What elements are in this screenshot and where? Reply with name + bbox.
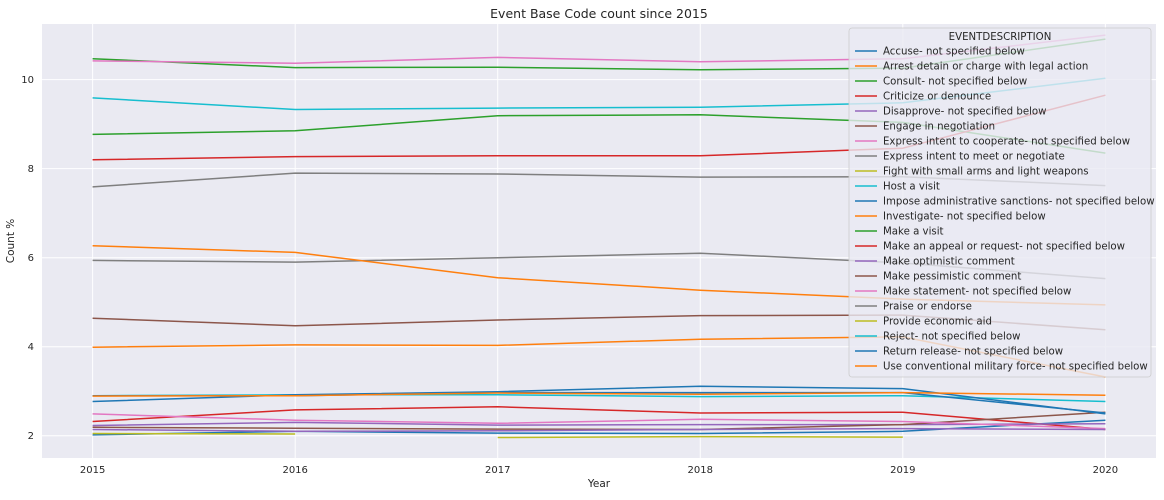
- legend: EVENTDESCRIPTION Accuse- not specified b…: [848, 27, 1155, 378]
- legend-item: Make statement- not specified below: [855, 287, 1071, 298]
- legend-label: Criticize or denounce: [883, 92, 991, 103]
- series-line: [92, 427, 1106, 433]
- legend-label: Use conventional military force- not spe…: [883, 362, 1148, 373]
- legend-label: Make pessimistic comment: [883, 272, 1021, 283]
- legend-item: Accuse- not specified below: [855, 47, 1025, 58]
- legend-item: Host a visit: [855, 182, 940, 193]
- legend-item: Reject- not specified below: [855, 332, 1020, 343]
- legend-title: EVENTDESCRIPTION: [949, 32, 1052, 43]
- legend-label: Make optimistic comment: [883, 257, 1015, 268]
- y-tick-label: 2: [28, 431, 34, 442]
- legend-items: Accuse- not specified below Arrest detain…: [855, 47, 1155, 373]
- x-tick-label: 2016: [282, 465, 307, 476]
- legend-label: Accuse- not specified below: [883, 47, 1025, 58]
- x-tick-labels: 2015 2016 2017 2018 2019 2020: [80, 465, 1118, 476]
- legend-label: Make statement- not specified below: [883, 287, 1071, 298]
- legend-label: Make an appeal or request- not specified…: [883, 242, 1125, 253]
- y-tick-label: 4: [28, 342, 34, 353]
- legend-label: Fight with small arms and light weapons: [883, 167, 1089, 178]
- y-tick-label: 6: [28, 253, 34, 264]
- legend-label: Express intent to cooperate- not specifi…: [883, 137, 1130, 148]
- legend-item: Praise or endorse: [855, 302, 972, 313]
- legend-item: Make a visit: [855, 227, 944, 238]
- legend-label: Return release- not specified below: [883, 347, 1063, 358]
- legend-item: Make an appeal or request- not specified…: [855, 242, 1125, 253]
- series-line: [92, 413, 1106, 430]
- legend-item: Arrest detain or charge with legal actio…: [855, 62, 1088, 73]
- y-tick-label: 10: [21, 75, 34, 86]
- legend-label: Impose administrative sanctions- not spe…: [883, 197, 1155, 208]
- x-tick-label: 2019: [890, 465, 915, 476]
- x-tick-label: 2020: [1093, 465, 1118, 476]
- legend-item: Fight with small arms and light weapons: [855, 167, 1089, 178]
- legend-item: Make pessimistic comment: [855, 272, 1021, 283]
- legend-label: Reject- not specified below: [883, 332, 1020, 343]
- series-line: [92, 391, 1106, 397]
- legend-label: Investigate- not specified below: [883, 212, 1046, 223]
- series-line: [497, 435, 903, 439]
- series-line: [92, 432, 296, 435]
- x-axis-label: Year: [587, 478, 611, 490]
- legend-label: Consult- not specified below: [883, 77, 1027, 88]
- legend-item: Criticize or denounce: [855, 92, 991, 103]
- legend-item: Provide economic aid: [855, 317, 992, 328]
- chart-title: Event Base Code count since 2015: [490, 6, 708, 21]
- x-tick-label: 2017: [485, 465, 510, 476]
- legend-item: Express intent to cooperate- not specifi…: [855, 137, 1130, 148]
- y-axis-label: Count %: [5, 219, 17, 264]
- legend-label: Engage in negotiation: [883, 122, 995, 133]
- legend-label: Arrest detain or charge with legal actio…: [883, 62, 1088, 73]
- legend-item: Impose administrative sanctions- not spe…: [855, 197, 1155, 208]
- legend-label: Praise or endorse: [883, 302, 972, 313]
- legend-item: Investigate- not specified below: [855, 212, 1046, 223]
- x-tick-label: 2018: [688, 465, 713, 476]
- y-tick-labels: 2 4 6 8 10: [21, 75, 34, 442]
- legend-box: [848, 27, 1152, 378]
- legend-label: Express intent to meet or negotiate: [883, 152, 1065, 163]
- legend-item: Use conventional military force- not spe…: [855, 362, 1148, 373]
- legend-label: Make a visit: [883, 227, 944, 238]
- legend-label: Host a visit: [883, 182, 940, 193]
- legend-label: Disapprove- not specified below: [883, 107, 1046, 118]
- legend-item: Make optimistic comment: [855, 257, 1015, 268]
- legend-item: Express intent to meet or negotiate: [855, 152, 1065, 163]
- series-line: [92, 421, 1106, 427]
- legend-label: Provide economic aid: [883, 317, 992, 328]
- series-line: [92, 406, 1106, 431]
- legend-item: Consult- not specified below: [855, 77, 1027, 88]
- x-tick-label: 2015: [80, 465, 105, 476]
- legend-item: Return release- not specified below: [855, 347, 1063, 358]
- legend-item: Disapprove- not specified below: [855, 107, 1046, 118]
- y-tick-label: 8: [28, 164, 34, 175]
- legend-item: Engage in negotiation: [855, 122, 995, 133]
